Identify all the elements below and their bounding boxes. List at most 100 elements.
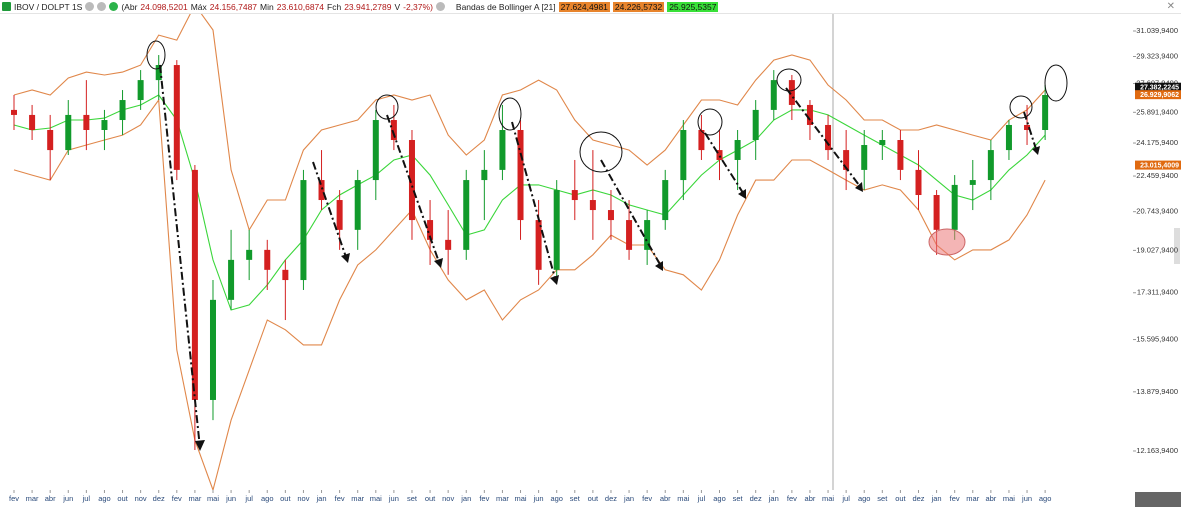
high-label: Máx bbox=[190, 1, 207, 12]
icon[interactable] bbox=[435, 2, 445, 11]
candle-body bbox=[390, 120, 397, 141]
candle-body bbox=[29, 114, 36, 130]
candle-body bbox=[481, 169, 488, 181]
candle-body bbox=[445, 239, 452, 250]
highlight-ellipse bbox=[1044, 64, 1068, 102]
highlight-ellipse bbox=[579, 131, 623, 173]
candle-body bbox=[336, 200, 343, 230]
candle-body bbox=[463, 180, 470, 250]
candle-body bbox=[427, 220, 434, 240]
x-tick-label: out bbox=[588, 494, 599, 503]
x-tick-label: mar bbox=[496, 494, 509, 503]
candle-body bbox=[282, 269, 289, 281]
highlight-ellipse bbox=[1009, 95, 1033, 119]
x-tick-label: jun bbox=[533, 494, 544, 503]
x-tick-label: dez bbox=[153, 494, 165, 503]
scrollbar[interactable] bbox=[1174, 228, 1180, 264]
candle-body bbox=[1024, 124, 1031, 130]
x-tick-label: mai bbox=[207, 494, 219, 503]
candle-body bbox=[517, 129, 524, 221]
arrow-head bbox=[1032, 146, 1040, 155]
x-tick-label: jul bbox=[244, 494, 253, 503]
arrow-head bbox=[550, 275, 559, 285]
price-badge bbox=[1135, 82, 1181, 92]
x-tick-label: abr bbox=[985, 494, 996, 503]
x-tick-label: dez bbox=[750, 494, 762, 503]
candle-body bbox=[951, 184, 958, 230]
price-badge bbox=[1135, 90, 1181, 100]
symbol[interactable]: IBOV / DOLPT 1S bbox=[14, 1, 83, 12]
x-tick-label: set bbox=[570, 494, 581, 503]
y-tick-label: 17.311,9400 bbox=[1137, 288, 1178, 297]
candle-body bbox=[843, 150, 850, 170]
var-label: V bbox=[394, 1, 401, 12]
arrow bbox=[600, 159, 663, 269]
low-value: 23.610,6874 bbox=[276, 1, 325, 12]
candle-body bbox=[300, 180, 307, 281]
lower-band-value: 24.226,5732 bbox=[612, 1, 665, 12]
x-tick-label: jun bbox=[225, 494, 236, 503]
arrow-head bbox=[195, 440, 205, 451]
y-tick-label: 20.743,9400 bbox=[1136, 207, 1178, 216]
arrow-head bbox=[655, 261, 663, 271]
arrow-heads bbox=[195, 146, 1040, 451]
close-label: Fch bbox=[327, 1, 342, 12]
x-tick-label: ago bbox=[550, 494, 563, 503]
x-tick-label: jan bbox=[316, 494, 327, 503]
y-tick-label: 15.595,9400 bbox=[1136, 335, 1178, 344]
y-tick-label: 13.879,9400 bbox=[1136, 387, 1178, 396]
arrow bbox=[312, 161, 348, 261]
open-value: 24.098,5201 bbox=[140, 1, 188, 12]
candle-body bbox=[897, 140, 904, 170]
x-tick-label: abr bbox=[45, 494, 56, 503]
icon[interactable] bbox=[97, 2, 107, 11]
x-tick-label: out bbox=[895, 494, 906, 503]
candle-body bbox=[499, 129, 506, 170]
candle-body bbox=[11, 109, 17, 115]
arrow-head bbox=[341, 253, 350, 263]
candle-body bbox=[571, 190, 578, 201]
indicator-name[interactable]: Bandas de Bollinger A [21] bbox=[455, 1, 556, 12]
arrow-head bbox=[434, 258, 443, 268]
candle-body bbox=[734, 140, 741, 160]
x-tick-label: fev bbox=[642, 494, 652, 503]
y-tick-label: 12.163,9400 bbox=[1136, 446, 1178, 455]
candle-body bbox=[318, 180, 325, 201]
highlight-ellipse bbox=[375, 94, 399, 120]
x-tick-label: fev bbox=[479, 494, 489, 503]
candle-body bbox=[246, 249, 253, 260]
x-tick-label: jul bbox=[82, 494, 91, 503]
x-tick-label: ago bbox=[1039, 494, 1052, 503]
candle-body bbox=[607, 210, 614, 221]
candle-body bbox=[825, 124, 832, 151]
header-bar: IBOV / DOLPT 1S (Abr 24.098,5201 Máx 24.… bbox=[0, 0, 1181, 14]
y-tick-label: 25.891,9400 bbox=[1136, 107, 1178, 116]
candle-body bbox=[553, 190, 560, 270]
close-value: 23.941,2789 bbox=[344, 1, 392, 12]
flag-icon bbox=[2, 2, 11, 11]
arrow bbox=[511, 121, 557, 283]
icon[interactable] bbox=[85, 2, 95, 11]
x-tick-label: dez bbox=[605, 494, 617, 503]
x-tick-label: out bbox=[280, 494, 291, 503]
x-tick-label: nov bbox=[135, 494, 147, 503]
bollinger-mid bbox=[13, 94, 1046, 311]
x-tick-label: fev bbox=[335, 494, 345, 503]
upper-band-value: 27.624,4981 bbox=[558, 1, 610, 12]
candle-body bbox=[589, 200, 596, 211]
candle-body bbox=[228, 259, 235, 300]
icon[interactable] bbox=[109, 2, 119, 11]
candle-body bbox=[191, 169, 198, 400]
candle-body bbox=[680, 129, 687, 181]
bollinger-upper bbox=[13, 14, 1046, 232]
candle-body bbox=[969, 180, 976, 185]
x-tick-label: ago bbox=[858, 494, 871, 503]
x-tick-label: jan bbox=[931, 494, 942, 503]
x-tick-label: mai bbox=[514, 494, 526, 503]
x-tick-label: set bbox=[733, 494, 744, 503]
plot-area bbox=[11, 14, 1049, 490]
close-button[interactable]: ✕ bbox=[1166, 1, 1175, 12]
arrow bbox=[785, 87, 863, 190]
arrow bbox=[1023, 111, 1038, 153]
x-tick-label: fev bbox=[172, 494, 182, 503]
